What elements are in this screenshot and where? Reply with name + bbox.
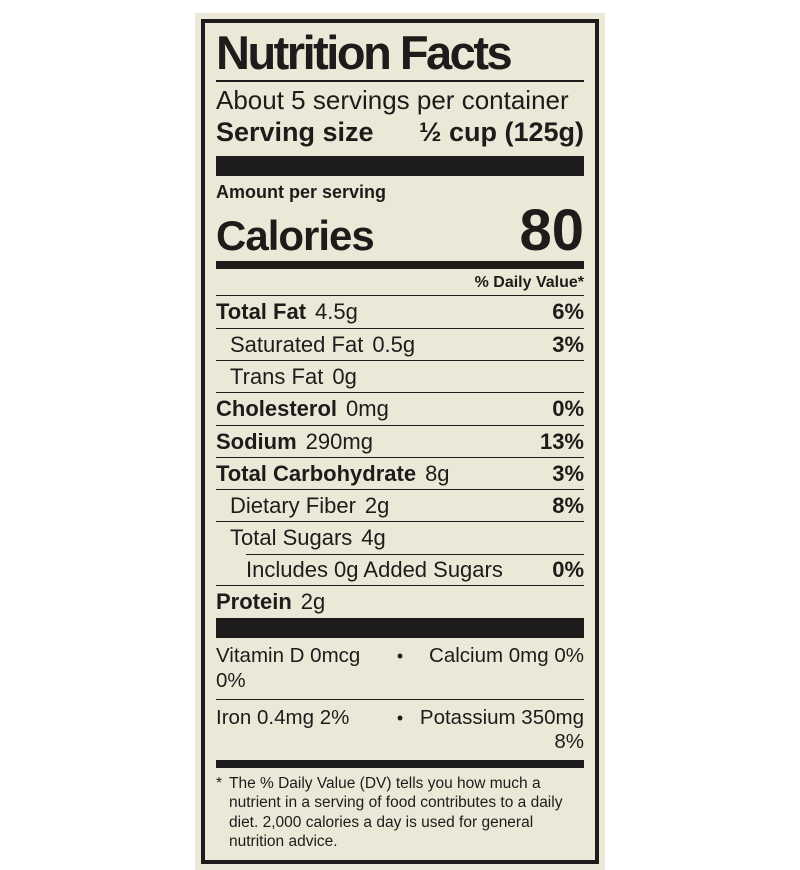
nutrient-dv: 0% <box>552 556 584 582</box>
nutrient-name: Sodium <box>216 428 297 454</box>
serving-size-value: ½ cup (125g) <box>418 117 584 148</box>
nutrient-name: Trans Fat <box>230 363 324 389</box>
nutrient-row: Total Carbohydrate 8g 3% <box>216 456 584 489</box>
micronutrient-left: Vitamin D 0mcg 0% <box>216 644 361 692</box>
nutrient-left: Saturated Fat 0.5g <box>216 332 415 357</box>
nutrient-left: Trans Fat 0g <box>216 364 357 389</box>
thick-divider-bar <box>216 618 584 639</box>
label-title: Nutrition Facts <box>216 29 584 82</box>
nutrient-amount: 2g <box>300 589 326 615</box>
nutrient-name: Dietary Fiber <box>230 493 356 519</box>
nutrient-amount: 290mg <box>305 428 373 454</box>
bullet-separator: • <box>396 646 404 667</box>
nutrient-name: Total Sugars <box>230 525 353 551</box>
nutrient-amount: 4.5g <box>315 299 358 325</box>
nutrient-amount: 4g <box>361 525 386 551</box>
micronutrient-right: Potassium 350mg 8% <box>419 705 584 754</box>
footnote-marker: * <box>216 774 223 792</box>
nutrient-name: Total Carbohydrate <box>216 460 417 486</box>
serving-size-label: Serving size <box>216 117 374 148</box>
bullet-separator: • <box>396 707 404 728</box>
calories-value: 80 <box>519 197 584 263</box>
nutrient-dv: 13% <box>539 428 584 454</box>
nutrient-left: Protein 2g <box>216 589 325 614</box>
nutrient-rows: Total Fat 4.5g 6% Saturated Fat 0.5g 3% … <box>216 295 584 617</box>
nutrient-amount: 8g <box>425 460 450 486</box>
nutrient-dv: 8% <box>552 493 584 519</box>
nutrient-amount: 2g <box>364 493 390 519</box>
nutrient-name: Total Fat <box>216 299 307 325</box>
nutrient-dv: 3% <box>552 331 584 357</box>
nutrient-left: Sodium 290mg <box>216 429 373 454</box>
nutrient-row: Dietary Fiber 2g 8% <box>216 489 584 521</box>
nutrient-left: Cholesterol 0mg <box>216 396 389 421</box>
micronutrient-row: Vitamin D 0mcg 0% • Calcium 0mg 0% <box>216 638 584 698</box>
nutrient-name: Protein <box>216 589 292 615</box>
nutrient-row: Total Fat 4.5g 6% <box>216 295 584 327</box>
nutrient-amount: 0.5g <box>372 331 416 357</box>
nutrient-name: Includes 0g Added Sugars <box>246 556 503 582</box>
medium-divider-bar <box>216 759 584 768</box>
micronutrient-row: Iron 0.4mg 2% • Potassium 350mg 8% <box>216 698 584 760</box>
nutrient-row: Cholesterol 0mg 0% <box>216 392 584 424</box>
serving-size-row: Serving size ½ cup (125g) <box>216 116 584 150</box>
footnote: * The % Daily Value (DV) tells you how m… <box>216 768 584 852</box>
footnote-text: The % Daily Value (DV) tells you how muc… <box>229 774 563 851</box>
nutrient-row: Total Sugars 4g <box>216 521 584 553</box>
nutrient-left: Includes 0g Added Sugars <box>216 557 512 582</box>
nutrient-left: Dietary Fiber 2g <box>216 493 389 518</box>
nutrient-name: Saturated Fat <box>230 331 364 357</box>
nutrient-name: Cholesterol <box>216 396 338 422</box>
nutrient-left: Total Fat 4.5g <box>216 299 358 324</box>
micronutrient-rows: Vitamin D 0mcg 0% • Calcium 0mg 0% Iron … <box>216 638 584 759</box>
nutrient-left: Total Sugars 4g <box>216 525 386 550</box>
medium-divider-bar <box>216 261 584 270</box>
calories-label: Calories <box>216 211 375 259</box>
nutrient-row: Trans Fat 0g <box>216 359 584 392</box>
micronutrient-left: Iron 0.4mg 2% <box>216 705 350 729</box>
label-border: Nutrition Facts About 5 servings per con… <box>201 19 599 864</box>
daily-value-header: % Daily Value* <box>474 274 584 292</box>
nutrient-amount: 0mg <box>346 396 389 422</box>
nutrient-dv: 0% <box>552 396 584 422</box>
servings-per-container: About 5 servings per container <box>216 84 569 115</box>
nutrition-label: Nutrition Facts About 5 servings per con… <box>195 13 605 870</box>
micronutrient-right: Calcium 0mg 0% <box>429 644 584 668</box>
nutrient-dv: 3% <box>552 460 584 486</box>
nutrient-amount: 0g <box>332 363 357 389</box>
thick-divider-bar <box>216 156 584 177</box>
calories-row: Calories 80 <box>216 197 584 263</box>
nutrient-left: Total Carbohydrate 8g <box>216 461 450 486</box>
nutrient-dv: 6% <box>552 299 584 325</box>
nutrient-row: Sodium 290mg 13% <box>216 424 584 457</box>
nutrient-row: Includes 0g Added Sugars 0% <box>216 553 584 585</box>
amount-per-serving: Amount per serving <box>216 182 387 203</box>
nutrient-row: Saturated Fat 0.5g 3% <box>216 327 584 360</box>
nutrient-row: Protein 2g <box>216 585 584 617</box>
